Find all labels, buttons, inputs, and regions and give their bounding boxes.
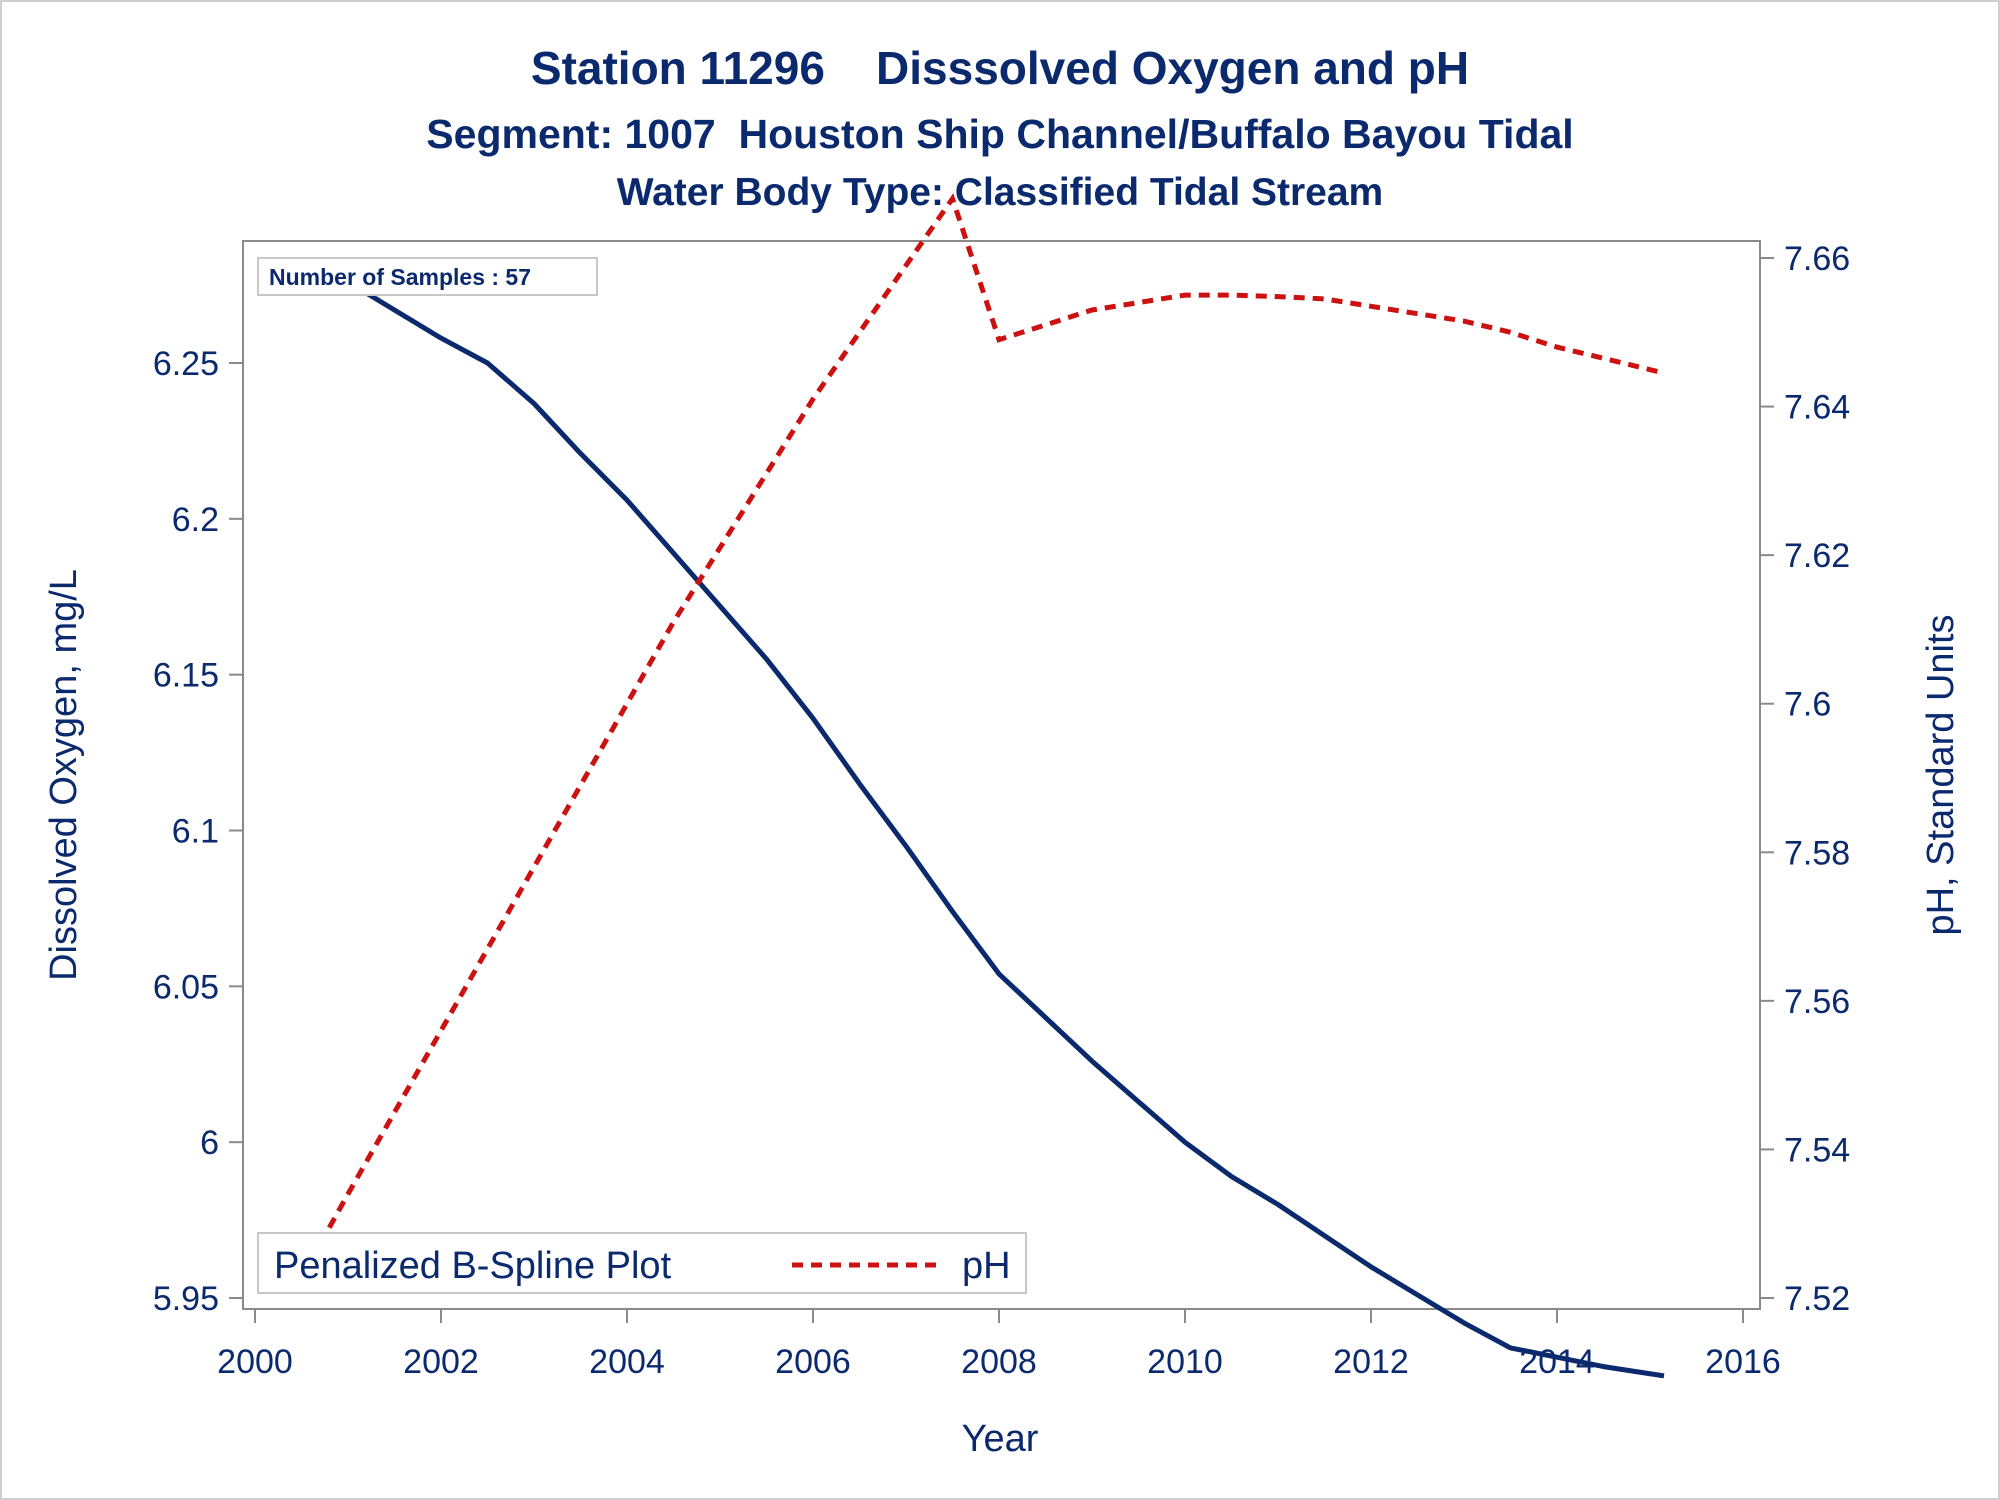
x-tick-label: 2002 — [403, 1343, 479, 1381]
y-left-tick-label: 5.95 — [153, 1280, 219, 1318]
annotation-text: Number of Samples : 57 — [269, 264, 531, 290]
y-axis-left-label: Dissolved Oxygen, mg/L — [43, 569, 85, 981]
y-right-tick-label: 7.66 — [1784, 240, 1850, 278]
x-axis-label: Year — [962, 1418, 1039, 1460]
x-tick-label: 2004 — [589, 1343, 665, 1381]
y-right-tick-label: 7.64 — [1784, 389, 1850, 427]
y-axis-right: 7.52 7.54 7.56 7.58 7.6 7.62 7.64 7.66 — [1760, 240, 1850, 1318]
legend-title: Penalized B-Spline Plot — [274, 1245, 672, 1287]
y-axis-left: 5.95 6 6.05 6.1 6.15 6.2 6.25 — [153, 345, 243, 1318]
y-left-tick-label: 6.15 — [153, 657, 219, 695]
annotation-box — [257, 257, 598, 296]
x-axis: 2000 2002 2004 2006 2008 2010 2012 2014 2016 — [217, 1309, 1781, 1381]
y-right-tick-label: 7.52 — [1784, 1280, 1850, 1318]
y-right-tick-label: 7.62 — [1784, 537, 1850, 575]
plot-area — [242, 240, 1761, 1310]
y-left-tick-label: 6.25 — [153, 345, 219, 383]
y-axis-right-label: pH, Standard Units — [1920, 614, 1962, 935]
y-left-tick-label: 6.05 — [153, 968, 219, 1006]
y-right-tick-label: 7.58 — [1784, 834, 1850, 872]
y-left-tick-label: 6.2 — [172, 501, 219, 539]
y-right-tick-label: 7.54 — [1784, 1131, 1850, 1169]
legend-label-ph: pH — [962, 1245, 1011, 1287]
y-right-tick-label: 7.56 — [1784, 983, 1850, 1021]
x-tick-label: 2010 — [1147, 1343, 1223, 1381]
y-right-tick-label: 7.6 — [1784, 686, 1831, 724]
y-left-tick-label: 6 — [200, 1124, 219, 1162]
series-line-ph — [308, 193, 1665, 1263]
series-line-dissolved-oxygen — [309, 257, 1665, 1379]
x-tick-label: 2012 — [1333, 1343, 1409, 1381]
x-tick-label: 2016 — [1705, 1343, 1781, 1381]
x-tick-label: 2006 — [775, 1343, 851, 1381]
chart-subtitle-2: Water Body Type: Classified Tidal Stream — [617, 171, 1383, 214]
chart-subtitle: Segment: 1007 Houston Ship Channel/Buffa… — [426, 111, 1573, 157]
chart-title: Station 11296 Disssolved Oxygen and pH — [531, 42, 1469, 94]
x-tick-label: 2008 — [961, 1343, 1037, 1381]
y-left-tick-label: 6.1 — [172, 813, 219, 851]
x-tick-label: 2000 — [217, 1343, 293, 1381]
